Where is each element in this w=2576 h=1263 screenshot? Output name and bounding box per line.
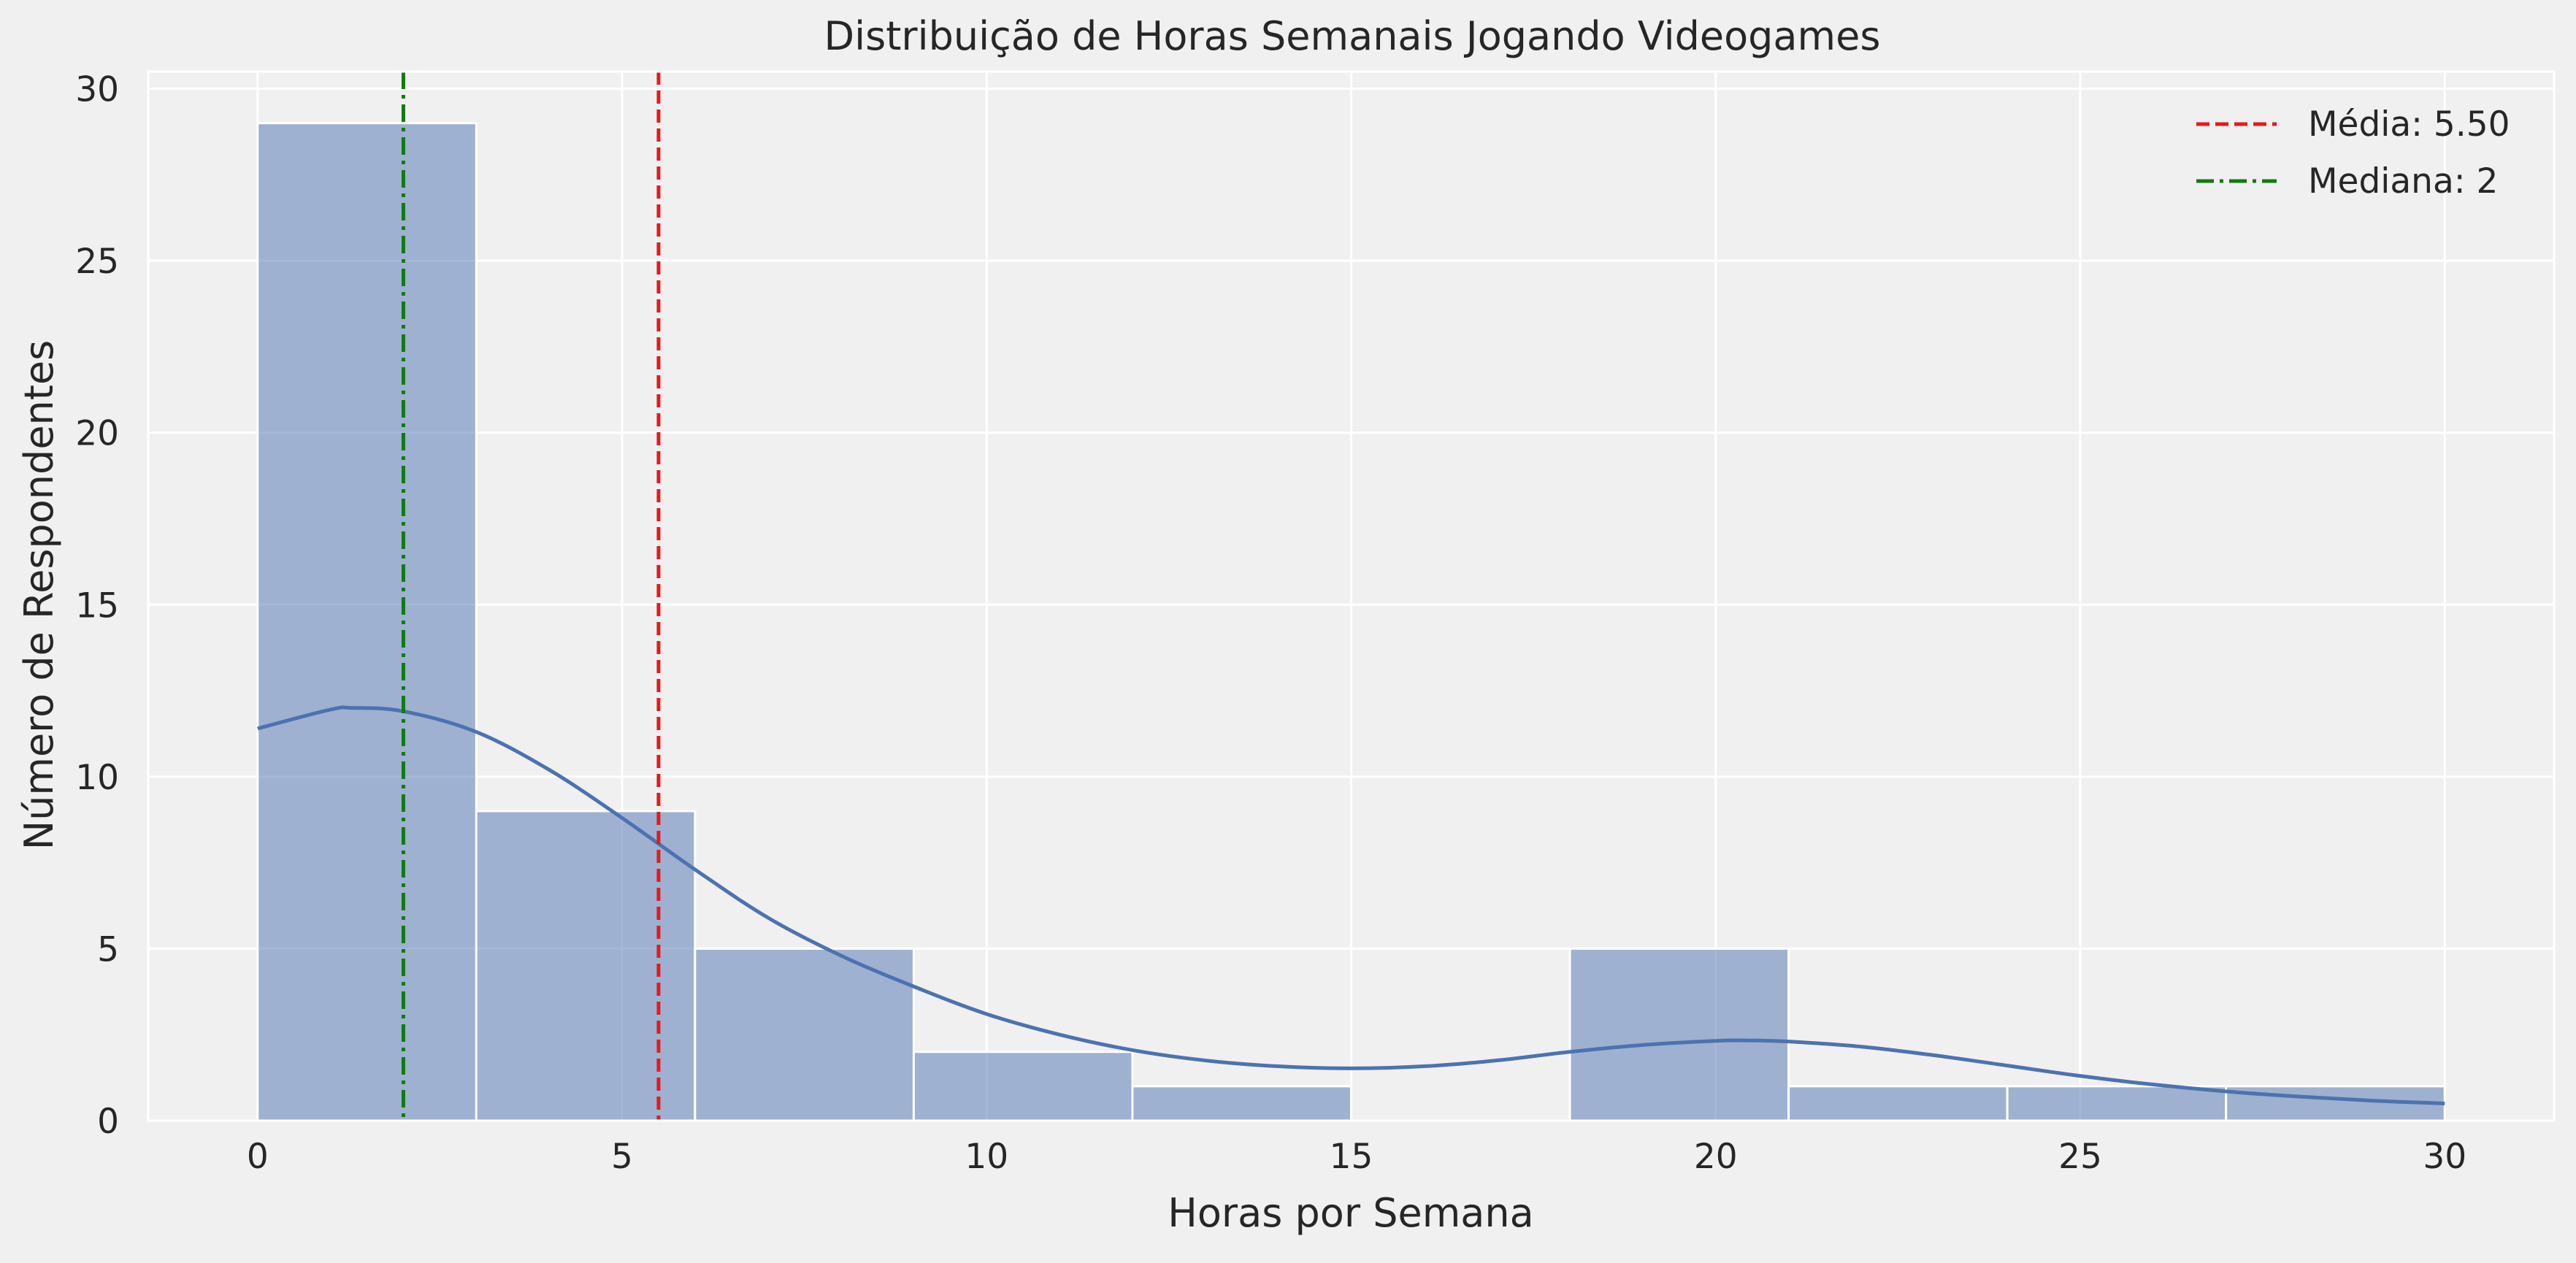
histogram-bar bbox=[2006, 1085, 2228, 1122]
legend: Média: 5.50 Mediana: 2 bbox=[2196, 104, 2510, 201]
y-tick-label: 15 bbox=[75, 586, 119, 626]
x-tick-label: 15 bbox=[1330, 1137, 1373, 1177]
axes-frame bbox=[147, 70, 2556, 1122]
histogram-bar bbox=[1568, 947, 1790, 1122]
y-tick-label: 25 bbox=[75, 242, 119, 282]
histogram-bars bbox=[256, 122, 2446, 1122]
histogram-bar bbox=[912, 1051, 1134, 1122]
x-tick-label: 0 bbox=[247, 1137, 269, 1177]
x-tick-label: 10 bbox=[965, 1137, 1008, 1177]
y-tick-label: 10 bbox=[75, 758, 119, 798]
x-tick-label: 20 bbox=[1694, 1137, 1738, 1177]
x-axis-title: Horas por Semana bbox=[1168, 1190, 1533, 1236]
legend-label: Mediana: 2 bbox=[2308, 161, 2498, 201]
x-tick-label: 5 bbox=[611, 1137, 633, 1177]
y-tick-label: 20 bbox=[75, 414, 119, 454]
y-axis-title: Número de Respondentes bbox=[16, 340, 62, 851]
tick-labels: 0 5 10 15 20 25 30 0 5 10 15 20 25 30 bbox=[75, 70, 2466, 1177]
histogram-bar bbox=[256, 122, 478, 1122]
histogram-bar bbox=[475, 810, 697, 1122]
legend-label: Média: 5.50 bbox=[2308, 104, 2510, 145]
reference-lines bbox=[401, 72, 661, 1121]
x-tick-label: 30 bbox=[2423, 1137, 2466, 1177]
histogram-bar bbox=[694, 947, 915, 1122]
y-tick-label: 30 bbox=[75, 70, 119, 110]
y-tick-label: 0 bbox=[97, 1102, 119, 1142]
kde-curve bbox=[257, 705, 2445, 1105]
histogram-bar bbox=[1131, 1085, 1353, 1122]
chart-title: Distribuição de Horas Semanais Jogando V… bbox=[824, 13, 1881, 59]
axes bbox=[147, 70, 2556, 1122]
histogram-bar bbox=[1787, 1085, 2009, 1122]
y-tick-label: 5 bbox=[97, 929, 119, 970]
x-tick-label: 25 bbox=[2058, 1137, 2102, 1177]
kde-curve-group bbox=[257, 705, 2445, 1105]
